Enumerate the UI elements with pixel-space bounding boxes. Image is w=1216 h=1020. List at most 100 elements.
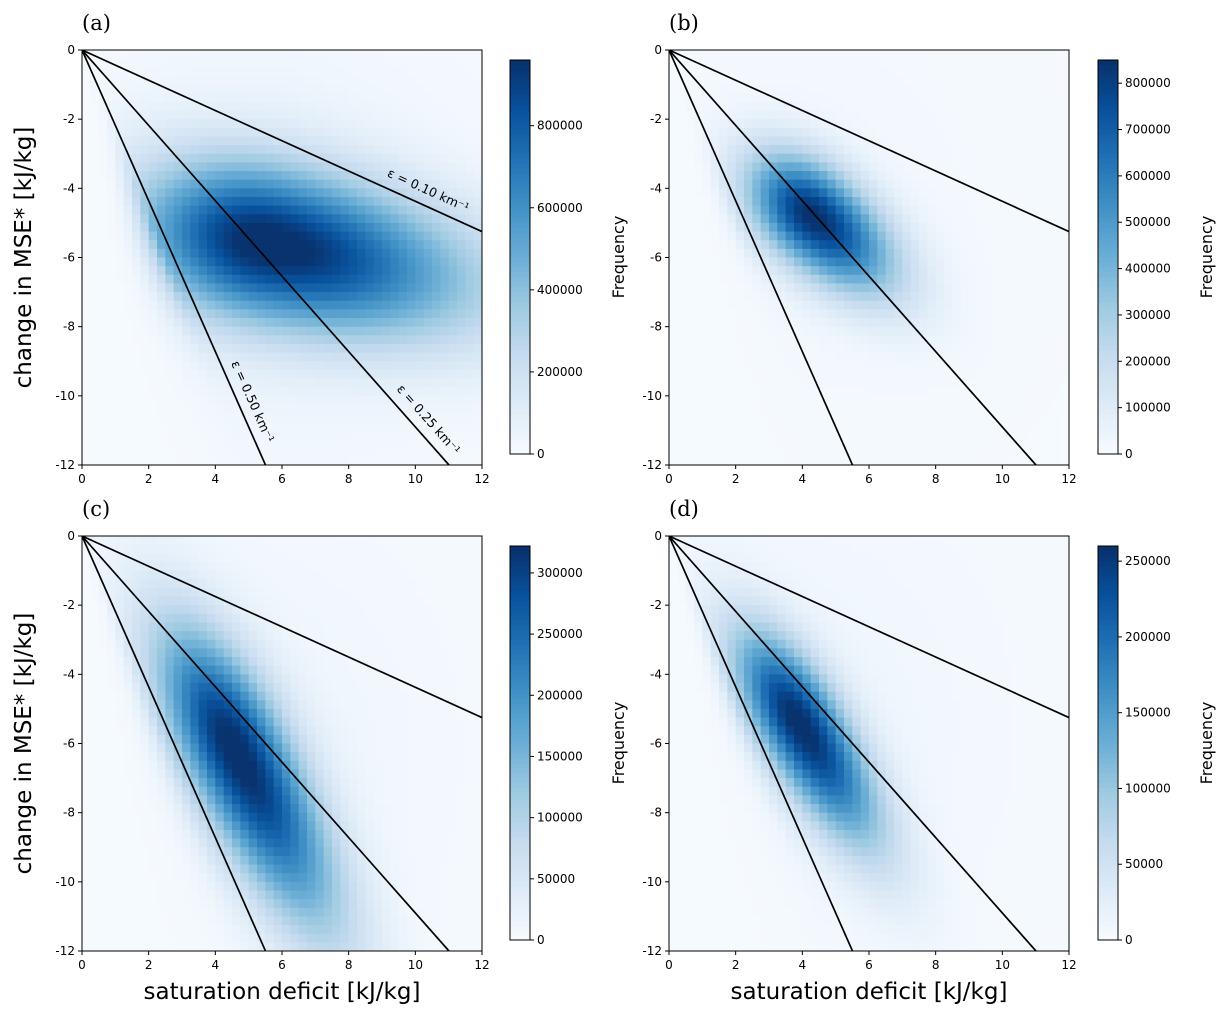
heatmap-cell <box>852 197 861 206</box>
heatmap-cell <box>240 93 249 102</box>
heatmap-cell <box>82 700 91 709</box>
heatmap-cell <box>340 387 349 396</box>
heatmap-cell <box>374 370 383 379</box>
heatmap-cell <box>132 439 141 448</box>
heatmap-cell <box>1002 128 1011 137</box>
heatmap-cell <box>115 171 124 180</box>
heatmap-cell <box>207 93 216 102</box>
heatmap-cell <box>82 865 91 874</box>
heatmap-cell <box>927 67 936 76</box>
heatmap-cell <box>777 223 786 232</box>
heatmap-cell <box>702 370 711 379</box>
heatmap-cell <box>744 93 753 102</box>
heatmap-cell <box>432 76 441 85</box>
heatmap-cell <box>149 85 158 94</box>
heatmap-cell <box>877 240 886 249</box>
heatmap-cell <box>861 327 870 336</box>
heatmap-cell <box>240 430 249 439</box>
heatmap-cell <box>90 674 99 683</box>
heatmap-cell <box>1061 145 1070 154</box>
y-tick-label: -12 <box>55 458 75 472</box>
heatmap-cell <box>349 119 358 128</box>
heatmap-cell <box>374 301 383 310</box>
heatmap-cell <box>99 413 108 422</box>
heatmap-cell <box>124 128 133 137</box>
heatmap-cell <box>140 422 149 431</box>
heatmap-cell <box>432 119 441 128</box>
heatmap-cell <box>457 171 466 180</box>
heatmap-cell <box>852 266 861 275</box>
heatmap-cell <box>282 456 291 465</box>
colorbar-segment <box>1098 99 1118 104</box>
heatmap-cell <box>415 327 424 336</box>
heatmap-cell <box>936 188 945 197</box>
heatmap-cell <box>894 136 903 145</box>
heatmap-cell <box>324 67 333 76</box>
heatmap-cell <box>702 180 711 189</box>
heatmap-cell <box>744 292 753 301</box>
heatmap-cell <box>357 102 366 111</box>
heatmap-cell <box>852 413 861 422</box>
heatmap-cell <box>694 162 703 171</box>
heatmap-cell <box>919 102 928 111</box>
heatmap-cell <box>802 448 811 457</box>
heatmap-cell <box>1052 361 1061 370</box>
heatmap-cell <box>786 404 795 413</box>
heatmap-cell <box>432 292 441 301</box>
heatmap-cell <box>902 223 911 232</box>
heatmap-cell <box>282 430 291 439</box>
heatmap-cell <box>811 292 820 301</box>
heatmap-cell <box>432 249 441 258</box>
heatmap-cell <box>769 59 778 68</box>
heatmap-cell <box>349 404 358 413</box>
heatmap-cell <box>307 59 316 68</box>
heatmap-cell <box>1044 404 1053 413</box>
heatmap-cell <box>207 439 216 448</box>
heatmap-cell <box>794 258 803 267</box>
heatmap-cell <box>844 180 853 189</box>
heatmap-cell <box>382 283 391 292</box>
heatmap-cell <box>827 154 836 163</box>
heatmap-cell <box>365 232 374 241</box>
heatmap-cell <box>1027 318 1036 327</box>
heatmap-cell <box>382 258 391 267</box>
heatmap-cell <box>240 85 249 94</box>
heatmap-cell <box>165 353 174 362</box>
heatmap-cell <box>182 59 191 68</box>
heatmap-cell <box>215 448 224 457</box>
heatmap-cell <box>861 50 870 59</box>
heatmap-cell <box>415 232 424 241</box>
heatmap-cell <box>786 335 795 344</box>
heatmap-cell <box>474 67 483 76</box>
heatmap-cell <box>744 422 753 431</box>
heatmap-cell <box>877 223 886 232</box>
heatmap-cell <box>777 318 786 327</box>
heatmap-cell <box>786 448 795 457</box>
colorbar-segment <box>1098 134 1118 139</box>
heatmap-cell <box>365 301 374 310</box>
heatmap-cell <box>1044 439 1053 448</box>
heatmap-cell <box>457 136 466 145</box>
heatmap-cell <box>432 154 441 163</box>
heatmap-cell <box>474 422 483 431</box>
heatmap-cell <box>290 430 299 439</box>
heatmap-cell <box>877 448 886 457</box>
heatmap-cell <box>819 102 828 111</box>
heatmap-cell <box>811 240 820 249</box>
heatmap-cell <box>224 59 233 68</box>
heatmap-cell <box>844 162 853 171</box>
heatmap-cell <box>1002 119 1011 128</box>
heatmap-cell <box>90 171 99 180</box>
heatmap-cell <box>365 162 374 171</box>
heatmap-cell <box>811 67 820 76</box>
heatmap-cell <box>324 102 333 111</box>
heatmap-cell <box>274 232 283 241</box>
heatmap-cell <box>215 439 224 448</box>
heatmap-cell <box>474 275 483 284</box>
heatmap-cell <box>827 396 836 405</box>
heatmap-cell <box>769 353 778 362</box>
heatmap-cell <box>382 128 391 137</box>
heatmap-cell <box>140 223 149 232</box>
heatmap-cell <box>190 448 199 457</box>
